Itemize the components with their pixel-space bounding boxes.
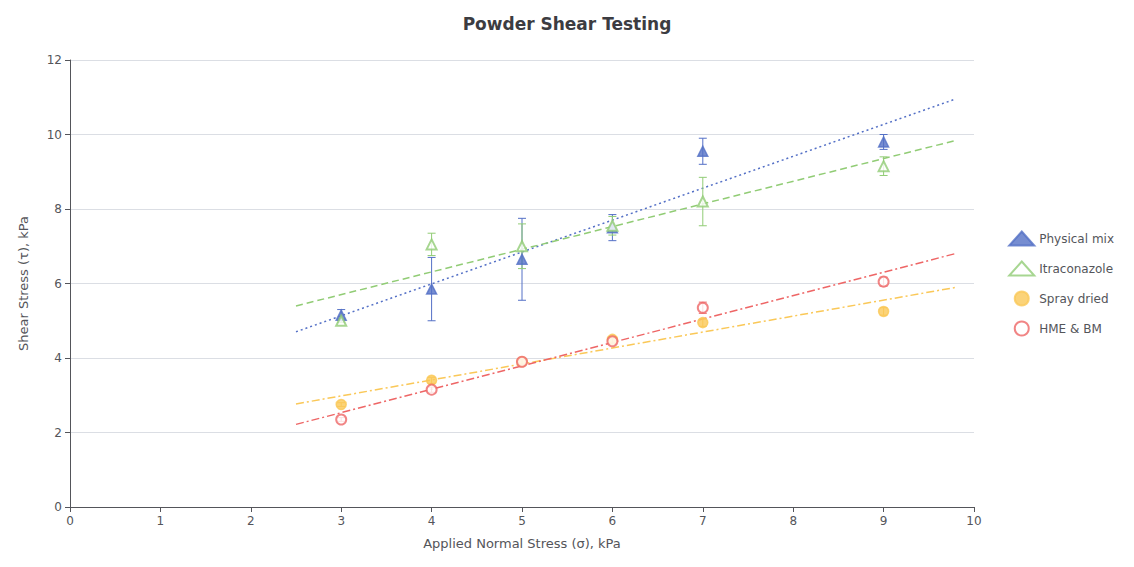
svg-text:2: 2 <box>247 514 255 528</box>
svg-text:12: 12 <box>47 53 62 67</box>
svg-text:10: 10 <box>966 514 981 528</box>
svg-text:4: 4 <box>54 351 62 365</box>
svg-text:Applied Normal Stress (σ), kPa: Applied Normal Stress (σ), kPa <box>423 536 621 551</box>
svg-text:Shear Stress (τ), kPa: Shear Stress (τ), kPa <box>16 216 31 351</box>
svg-text:9: 9 <box>880 514 888 528</box>
svg-text:Powder Shear Testing: Powder Shear Testing <box>463 14 672 34</box>
svg-text:3: 3 <box>337 514 345 528</box>
svg-text:0: 0 <box>54 500 62 514</box>
svg-text:6: 6 <box>54 277 62 291</box>
svg-text:Spray dried: Spray dried <box>1039 292 1108 306</box>
svg-text:8: 8 <box>789 514 797 528</box>
svg-text:4: 4 <box>428 514 436 528</box>
svg-text:10: 10 <box>47 128 62 142</box>
svg-text:Physical mix: Physical mix <box>1039 232 1114 246</box>
svg-text:8: 8 <box>54 202 62 216</box>
svg-text:Itraconazole: Itraconazole <box>1039 262 1113 276</box>
svg-text:6: 6 <box>609 514 617 528</box>
svg-text:2: 2 <box>54 426 62 440</box>
svg-text:HME & BM: HME & BM <box>1039 322 1102 336</box>
svg-text:0: 0 <box>66 514 74 528</box>
svg-text:7: 7 <box>699 514 707 528</box>
svg-text:5: 5 <box>518 514 526 528</box>
svg-text:1: 1 <box>157 514 165 528</box>
